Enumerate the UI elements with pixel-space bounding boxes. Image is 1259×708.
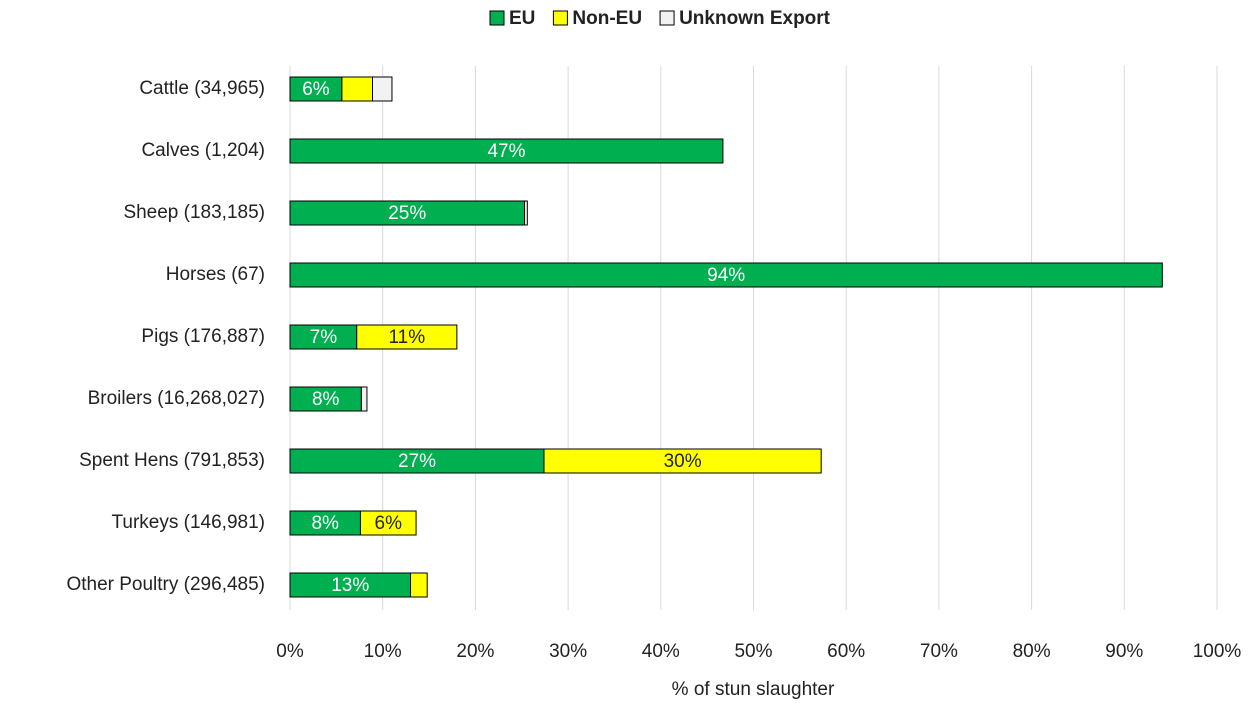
y-tick-label: Sheep (183,185) — [123, 202, 265, 223]
data-label: 27% — [398, 451, 436, 472]
bar-segment — [289, 76, 343, 102]
bar-segment — [410, 572, 428, 598]
x-tick-label: 70% — [920, 641, 958, 662]
bar-segment — [341, 76, 374, 102]
y-tick-label: Horses (67) — [166, 264, 265, 285]
bar-segment — [289, 262, 1163, 288]
x-tick-label: 20% — [456, 641, 494, 662]
bar-segment — [289, 386, 362, 412]
bar-segment — [543, 448, 822, 474]
y-tick-label: Other Poultry (296,485) — [66, 574, 265, 595]
x-tick-label: 10% — [364, 641, 402, 662]
legend-swatch — [489, 10, 505, 26]
x-tick-label: 50% — [734, 641, 772, 662]
data-label: 47% — [487, 141, 525, 162]
x-axis-title: % of stun slaughter — [672, 679, 835, 700]
y-tick-label: Turkeys (146,981) — [112, 512, 265, 533]
bar-segment — [359, 510, 417, 536]
bar-segment — [360, 386, 368, 412]
x-tick-label: 40% — [642, 641, 680, 662]
data-label: 8% — [311, 513, 339, 534]
y-tick-label: Calves (1,204) — [141, 140, 265, 161]
y-tick-label: Spent Hens (791,853) — [79, 450, 265, 471]
legend-swatch — [659, 10, 675, 26]
data-label: 6% — [302, 79, 330, 100]
legend-label: Non-EU — [572, 8, 642, 29]
data-label: 13% — [331, 575, 369, 596]
x-tick-label: 90% — [1105, 641, 1143, 662]
bar-segment — [289, 324, 358, 350]
data-label: 25% — [388, 203, 426, 224]
data-label: 11% — [388, 327, 425, 348]
legend-label: EU — [509, 8, 535, 29]
x-tick-label: 60% — [827, 641, 865, 662]
y-tick-label: Cattle (34,965) — [139, 78, 265, 99]
bar-segment — [289, 572, 412, 598]
x-tick-label: 100% — [1193, 641, 1242, 662]
bar-segment — [289, 138, 724, 164]
legend-label: Unknown Export — [679, 8, 831, 29]
data-label: 6% — [375, 513, 403, 534]
y-tick-label: Pigs (176,887) — [141, 326, 265, 347]
data-label: 8% — [312, 389, 340, 410]
bar-segment — [372, 76, 393, 102]
data-label: 7% — [310, 327, 338, 348]
data-label: 94% — [707, 265, 745, 286]
bar-segment — [524, 200, 528, 226]
data-label: 30% — [664, 451, 702, 472]
y-tick-label: Broilers (16,268,027) — [88, 388, 265, 409]
x-tick-label: 80% — [1013, 641, 1051, 662]
legend-swatch — [552, 10, 568, 26]
x-tick-label: 0% — [276, 641, 304, 662]
bar-segment — [356, 324, 458, 350]
x-tick-label: 30% — [549, 641, 587, 662]
